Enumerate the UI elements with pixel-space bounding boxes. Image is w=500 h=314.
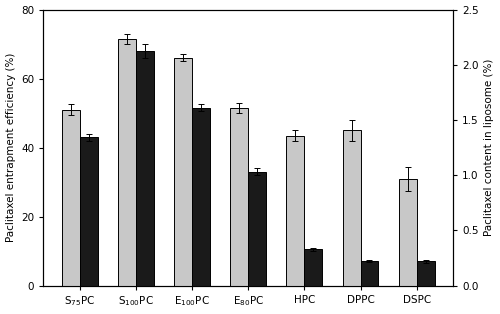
Bar bbox=[192, 108, 210, 286]
Bar bbox=[80, 137, 98, 286]
Bar bbox=[136, 51, 154, 286]
Y-axis label: Paclitaxel entrapment efficiency (%): Paclitaxel entrapment efficiency (%) bbox=[6, 53, 16, 242]
Bar bbox=[248, 172, 266, 286]
Bar bbox=[286, 136, 304, 286]
Bar bbox=[230, 108, 248, 286]
Bar bbox=[360, 262, 378, 286]
Bar bbox=[304, 249, 322, 286]
Bar bbox=[342, 130, 360, 286]
Bar bbox=[398, 179, 416, 286]
Bar bbox=[62, 110, 80, 286]
Bar bbox=[118, 39, 136, 286]
Bar bbox=[174, 58, 192, 286]
Y-axis label: Paclitaxel content in liposome (%): Paclitaxel content in liposome (%) bbox=[484, 59, 494, 236]
Bar bbox=[416, 262, 434, 286]
